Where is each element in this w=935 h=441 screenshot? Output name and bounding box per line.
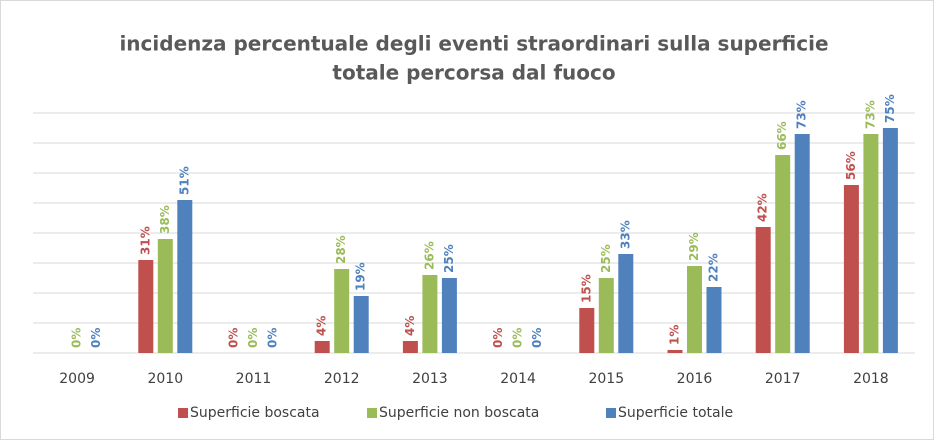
data-label: 26% [422,241,436,270]
data-label: 75% [883,94,897,123]
data-label: 29% [687,232,701,261]
data-label: 0% [227,328,241,348]
data-label: 22% [707,253,721,282]
data-label: 0% [511,328,525,348]
data-label: 66% [775,121,789,150]
bar [843,185,859,353]
bar [882,128,898,353]
data-label: 0% [530,328,544,348]
legend-swatch [367,408,377,418]
data-label: 56% [844,151,858,180]
bar [794,134,810,353]
x-tick-label: 2015 [588,371,624,387]
data-label: 0% [266,328,280,348]
bar [687,266,702,353]
legend-swatch [606,408,616,418]
bar [579,308,595,353]
data-label: 33% [618,220,632,249]
data-label: 0% [89,328,103,348]
x-tick-label: 2010 [147,371,183,387]
x-tick-label: 2013 [412,371,448,387]
x-tick-label: 2016 [677,371,713,387]
data-label: 19% [354,262,368,291]
data-label: 1% [668,325,682,345]
bar [863,134,879,353]
data-label: 73% [795,100,809,129]
bar [775,155,791,353]
legend-label: Superficie boscata [190,405,320,421]
x-tick-label: 2009 [59,371,95,387]
bar [177,200,193,353]
bar [314,341,330,353]
x-tick-label: 2012 [324,371,360,387]
bar [334,269,350,353]
bar [667,350,683,353]
bar [353,296,369,353]
data-label: 0% [491,328,505,348]
bar [598,278,614,353]
data-label: 38% [158,205,172,234]
bar [755,227,771,353]
legend-label: Superficie totale [618,405,733,421]
chart-title: incidenza percentuale degli eventi strao… [119,32,828,56]
data-label: 25% [442,244,456,273]
bar [138,260,154,353]
x-tick-label: 2011 [236,371,272,387]
x-tick-label: 2018 [853,371,889,387]
data-label: 73% [863,100,877,129]
bar [618,254,634,353]
data-label: 25% [599,244,613,273]
data-label: 0% [70,328,84,348]
bar [402,341,418,353]
legend-label: Superficie non boscata [379,405,539,421]
bar [157,239,173,353]
data-label: 4% [403,316,417,336]
chart-title: totale percorsa dal fuoco [332,61,615,85]
data-label: 42% [756,193,770,222]
x-tick-label: 2014 [500,371,536,387]
data-label: 51% [177,166,191,195]
bar [706,287,722,353]
data-label: 28% [334,235,348,264]
data-label: 31% [138,226,152,255]
x-tick-label: 2017 [765,371,801,387]
legend-swatch [178,408,188,418]
data-label: 4% [315,316,329,336]
bar [441,278,457,353]
data-label: 15% [579,274,593,303]
bar [422,275,438,353]
data-label: 0% [246,328,260,348]
